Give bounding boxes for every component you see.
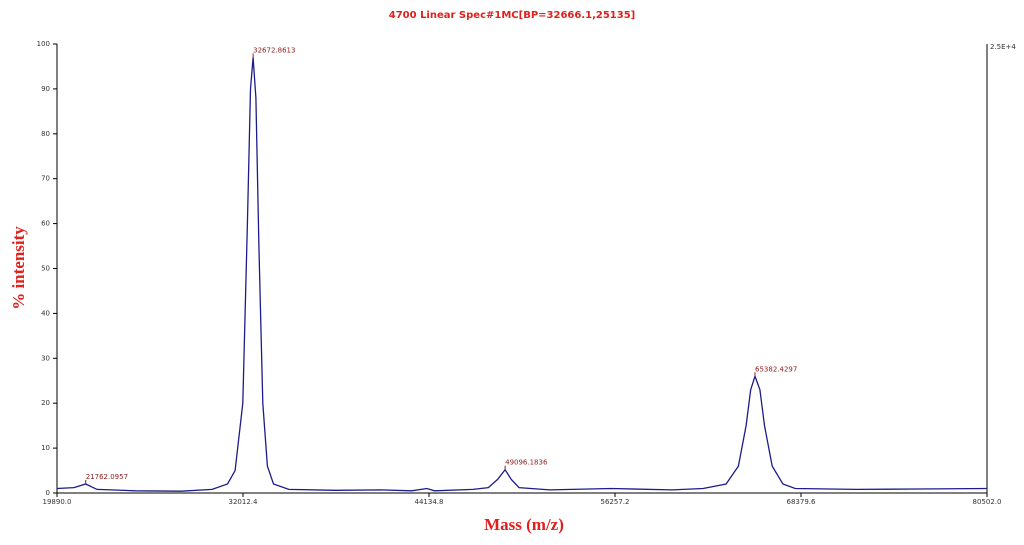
- y-tick-label: 50: [41, 265, 50, 273]
- y-tick-label: 0: [46, 489, 50, 497]
- y-tick-label: 90: [41, 85, 50, 93]
- peak-label: 49096.1836: [505, 459, 548, 467]
- peak-label: 32672.8613: [253, 46, 295, 54]
- y-tick-label: 40: [41, 309, 50, 317]
- x-tick-label: 44134.8: [415, 498, 444, 506]
- y-tick-label: 60: [41, 220, 50, 228]
- x-tick-label: 68379.6: [787, 498, 816, 506]
- y-tick-label: 100: [37, 40, 50, 48]
- x-axis-label: Mass (m/z): [484, 515, 564, 534]
- y-tick-label: 30: [41, 354, 50, 362]
- peak-label: 65382.4297: [755, 365, 797, 373]
- y-axis-label: % intensity: [9, 226, 28, 310]
- peak-label: 21762.0957: [86, 473, 128, 481]
- y-tick-label: 70: [41, 175, 50, 183]
- chart-title: 4700 Linear Spec#1MC[BP=32666.1,25135]: [389, 10, 635, 21]
- spectrum-line: [56, 57, 988, 492]
- x-tick-label: 19890.0: [43, 498, 72, 506]
- x-tick-label: 80502.0: [973, 498, 1002, 506]
- x-tick-label: 56257.2: [601, 498, 630, 506]
- y-tick-label: 20: [41, 399, 50, 407]
- y-tick-label: 80: [41, 130, 50, 138]
- y2-axis-label: 2.5E+4: [990, 43, 1016, 51]
- y-tick-label: 10: [41, 444, 50, 452]
- x-tick-label: 32012.4: [229, 498, 258, 506]
